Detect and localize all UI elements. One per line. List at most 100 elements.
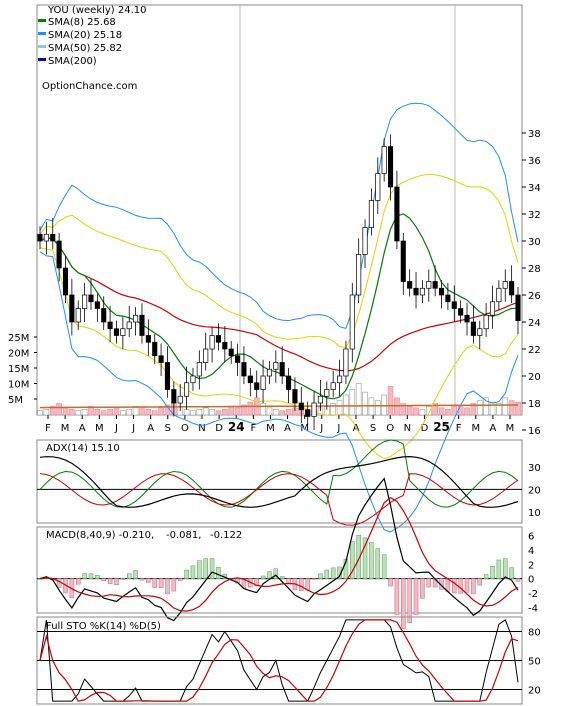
legend-swatch [38, 19, 46, 22]
volume-bar [43, 408, 50, 416]
volume-bar [107, 408, 113, 416]
volume-bar [139, 407, 145, 416]
macd-tick-label: 2 [528, 560, 534, 571]
volume-bar [400, 403, 407, 416]
volume-bar [126, 408, 133, 416]
macd-histogram-bar [394, 578, 400, 615]
candle-body [126, 321, 132, 330]
volume-tick-label: 15M [8, 364, 29, 375]
price-tick-label: 32 [528, 210, 541, 221]
candle-body [464, 314, 470, 323]
macd-histogram-bar [490, 565, 495, 579]
volume-bar [451, 406, 458, 416]
month-tick-label: S [165, 423, 171, 434]
volume-bar [279, 410, 285, 416]
macd-histogram-bar [56, 578, 62, 588]
candle-body [515, 294, 521, 321]
candle-body [82, 294, 88, 309]
candle-body [235, 355, 241, 363]
volume-bar [266, 407, 273, 416]
price-tick-label: 22 [528, 345, 541, 356]
macd-histogram-bar [483, 574, 489, 579]
candle-body [470, 321, 476, 336]
candle-body [324, 389, 330, 397]
macd-histogram-bar [311, 578, 317, 580]
macd-histogram-bar [267, 571, 272, 579]
candle-body [432, 281, 438, 289]
candle-body [37, 233, 43, 242]
macd-histogram-bar [343, 558, 349, 579]
candle-body [502, 281, 508, 289]
volume-bar [419, 408, 426, 416]
candle-body [509, 281, 515, 296]
candle-body [305, 409, 311, 417]
adx-tick-label: 10 [528, 508, 541, 519]
candle-body [209, 335, 215, 350]
year-tick-label: 24 [228, 420, 245, 434]
volume-bar [56, 403, 62, 416]
envelope-lower-line [39, 247, 519, 460]
macd-histogram-bar [158, 578, 164, 589]
macd-histogram-bar [209, 558, 215, 579]
month-tick-label: J [114, 423, 118, 434]
candle-body [133, 314, 139, 323]
macd-tick-label: 6 [528, 532, 534, 543]
candle-body [273, 362, 279, 370]
candle-body [171, 389, 177, 404]
volume-bar [362, 391, 368, 416]
macd-histogram-bar [114, 578, 119, 585]
sto-title: Full STO %K(14) %D(5) [46, 621, 161, 632]
volume-bar [349, 388, 356, 416]
volume-bar [145, 408, 152, 416]
volume-bar [190, 410, 196, 416]
volume-bar [113, 407, 120, 416]
candle-body [196, 362, 202, 377]
legend-label: SMA(20) 25.18 [48, 30, 122, 41]
volume-bar [508, 400, 515, 416]
macd-histogram-bar [509, 567, 514, 579]
sto-tick-label: 20 [528, 686, 541, 697]
volume-bar [470, 403, 477, 416]
price-tick-label: 30 [528, 237, 541, 248]
legend-swatch [38, 58, 46, 61]
volume-bar [100, 410, 107, 416]
candle-body [184, 382, 190, 397]
volume-bar [438, 407, 445, 416]
volume-bar [343, 394, 349, 416]
month-tick-label: O [181, 423, 189, 434]
legend-label: SMA(8) 25.68 [48, 17, 116, 28]
candle-body [62, 267, 69, 296]
macd-histogram-bar [152, 578, 157, 588]
macd-histogram-bar [146, 578, 151, 583]
month-tick-label: N [404, 423, 411, 434]
macd-histogram-bar [356, 534, 361, 579]
candle-body [311, 402, 317, 417]
candle-body [292, 389, 298, 404]
macd-histogram-bar [133, 570, 138, 579]
macd-histogram-bar [515, 578, 521, 582]
macd-histogram-bar [426, 578, 432, 588]
volume-bar [502, 397, 509, 416]
candle-body [152, 341, 158, 357]
month-tick-label: M [95, 423, 104, 434]
macd-title: MACD(8,40,9) -0.210, [46, 530, 154, 541]
macd-histogram-bar [139, 578, 145, 581]
volume-bar [374, 400, 381, 416]
month-tick-label: M [506, 423, 515, 434]
volume-bar [81, 408, 88, 416]
macd-histogram-bar [477, 578, 483, 586]
sma8-line [39, 213, 519, 400]
volume-bar [62, 407, 69, 416]
volume-bar [425, 406, 432, 416]
candle-body [298, 402, 304, 411]
candle-body [101, 308, 107, 323]
macd-histogram-bar [286, 578, 291, 584]
macd-tick-label: 4 [528, 546, 534, 557]
month-tick-label: A [489, 423, 496, 434]
month-tick-label: M [471, 423, 480, 434]
macd-histogram-bar [362, 537, 368, 579]
volume-bar [413, 407, 419, 416]
volume-bar [209, 408, 215, 416]
volume-bar [94, 408, 101, 416]
volume-bar [88, 406, 94, 416]
